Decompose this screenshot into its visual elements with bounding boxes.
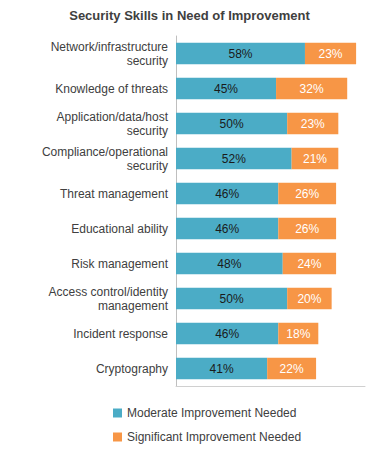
- svg-text:Access control/identity: Access control/identity: [49, 285, 168, 299]
- svg-text:48%: 48%: [217, 257, 241, 271]
- svg-text:20%: 20%: [297, 292, 321, 306]
- svg-text:Compliance/operational: Compliance/operational: [42, 145, 168, 159]
- svg-text:Moderate Improvement Needed: Moderate Improvement Needed: [127, 406, 296, 420]
- svg-text:41%: 41%: [210, 362, 234, 376]
- svg-text:46%: 46%: [215, 327, 239, 341]
- svg-text:22%: 22%: [280, 362, 304, 376]
- svg-text:26%: 26%: [295, 222, 319, 236]
- svg-text:Network/infrastructure: Network/infrastructure: [51, 40, 169, 54]
- svg-text:46%: 46%: [215, 187, 239, 201]
- svg-text:security: security: [127, 159, 168, 173]
- svg-text:46%: 46%: [215, 222, 239, 236]
- svg-text:23%: 23%: [301, 117, 325, 131]
- svg-text:Knowledge of threats: Knowledge of threats: [55, 82, 168, 96]
- svg-text:Incident response: Incident response: [73, 327, 168, 341]
- svg-text:Threat management: Threat management: [60, 187, 169, 201]
- svg-text:Significant Improvement Needed: Significant Improvement Needed: [127, 430, 301, 444]
- svg-text:Risk management: Risk management: [71, 257, 168, 271]
- svg-text:security: security: [127, 124, 168, 138]
- svg-text:Application/data/host: Application/data/host: [57, 110, 169, 124]
- svg-text:24%: 24%: [297, 257, 321, 271]
- svg-text:security: security: [127, 54, 168, 68]
- svg-text:50%: 50%: [220, 117, 244, 131]
- svg-text:58%: 58%: [228, 47, 252, 61]
- svg-text:32%: 32%: [300, 82, 324, 96]
- svg-text:18%: 18%: [286, 327, 310, 341]
- svg-text:Security Skills in Need of Imp: Security Skills in Need of Improvement: [69, 8, 310, 23]
- svg-text:21%: 21%: [303, 152, 327, 166]
- svg-text:50%: 50%: [220, 292, 244, 306]
- svg-text:Cryptography: Cryptography: [96, 362, 168, 376]
- svg-text:52%: 52%: [222, 152, 246, 166]
- svg-text:26%: 26%: [295, 187, 319, 201]
- svg-text:Educational ability: Educational ability: [71, 222, 168, 236]
- svg-text:23%: 23%: [319, 47, 343, 61]
- svg-text:45%: 45%: [214, 82, 238, 96]
- svg-text:management: management: [98, 299, 169, 313]
